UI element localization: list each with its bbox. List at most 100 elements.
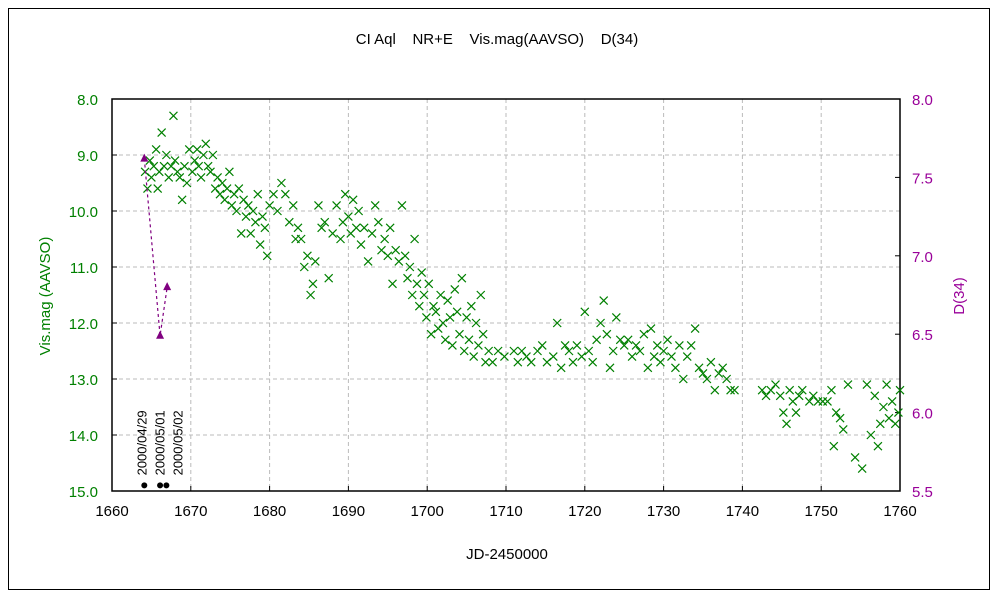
vis-mag-point [232,206,241,216]
vis-mag-point [262,251,272,261]
vis-mag-point [509,346,519,356]
vis-mag-point [469,352,479,362]
vis-mag-point [194,161,204,171]
vis-mag-point [310,256,320,266]
vis-mag-point [667,352,676,362]
vis-mag-point [417,268,427,278]
x-tick-label: 1700 [411,503,444,520]
vis-mag-point [213,172,223,182]
vis-mag-point [220,195,230,205]
y2-tick-label: 5.5 [912,484,933,501]
date-marker-dot [163,482,170,489]
vis-mag-point [445,312,455,322]
vis-mag-point [159,161,169,171]
vis-mag-point [827,385,836,395]
vis-mag-point [154,167,164,177]
vis-mag-point [239,195,249,205]
vis-mag-point [367,228,377,238]
vis-mag-point [850,452,860,462]
vis-mag-point [324,273,334,283]
d34-point [163,282,172,291]
vis-mag-point [670,363,680,373]
vis-mag-point [663,335,672,345]
vis-mag-point [397,200,407,210]
x-tick-label: 1720 [568,503,601,520]
vis-mag-point [895,385,905,395]
vis-mag-point [893,408,903,418]
vis-mag-point [823,396,832,406]
vis-mag-point [829,441,839,451]
vis-mag-point [890,419,900,429]
vis-mag-point [190,156,200,166]
vis-mag-point [513,357,523,367]
vis-mag-point [419,290,429,300]
vis-mag-point [646,324,656,334]
vis-mag-point [151,144,161,154]
vis-mag-point [835,413,845,423]
x-tick-label: 1750 [805,503,838,520]
x-tick-label: 1690 [332,503,365,520]
vis-mag-point [248,206,258,216]
vis-mag-point [328,228,338,238]
vis-mag-point [317,223,327,233]
vis-mag-point [537,340,547,350]
vis-mag-point [457,273,467,283]
chart-frame [8,8,990,590]
vis-mag-point [351,223,361,233]
plot-area [111,98,901,492]
d34-point [156,330,165,339]
vis-mag-point [348,195,358,205]
vis-mag-point [164,172,174,182]
vis-mag-point [596,318,605,328]
vis-mag-point [686,340,696,350]
vis-mag-point [599,296,609,306]
x-tick-label: 1670 [174,503,207,520]
vis-mag-point [464,335,474,345]
vis-mag-point [674,340,684,350]
vis-mag-point [726,385,736,395]
vis-mag-point [243,200,253,210]
vis-mag-point [246,228,256,238]
vis-mag-point [403,273,412,283]
vis-mag-point [336,234,345,244]
vis-mag-point [564,346,574,356]
vis-mag-point [592,335,602,345]
vis-mag-point [473,340,483,350]
vis-mag-point [314,200,323,210]
vis-mag-point [440,335,450,345]
vis-mag-point [560,340,570,350]
vis-mag-point [429,301,438,311]
d34-point [140,153,149,162]
vis-mag-point [462,312,472,322]
vis-mag-point [879,402,888,412]
x-tick-label: 1740 [726,503,759,520]
vis-mag-point [201,139,211,149]
vis-mag-point [217,178,227,188]
vis-mag-point [730,385,739,395]
y-tick-label: 10.0 [69,204,98,221]
vis-mag-point [421,312,431,322]
vis-mag-point [241,212,251,222]
x-tick-label: 1730 [647,503,680,520]
vis-mag-point [299,262,309,272]
vis-mag-point [250,217,260,227]
x-tick-label: 1660 [95,503,128,520]
vis-mag-point [227,200,237,210]
vis-mag-point [253,189,263,199]
vis-mag-point [522,352,531,362]
vis-mag-point [761,391,771,401]
vis-mag-point [702,374,712,384]
vis-mag-point [405,262,415,272]
vis-mag-point [203,161,213,171]
vis-mag-point [296,234,306,244]
tick-labels: 1660 1670 1680 1690 1700 1710 1720 1730 1740 1750… [69,92,933,520]
vis-mag-point [177,195,187,205]
vis-mag-point [577,352,587,362]
vis-mag-point [198,150,208,160]
vis-mag-point [383,251,393,261]
vis-mag-point [436,290,446,300]
vis-mag-point [276,178,286,188]
vis-mag-point [269,189,278,199]
vis-mag-point [775,391,785,401]
